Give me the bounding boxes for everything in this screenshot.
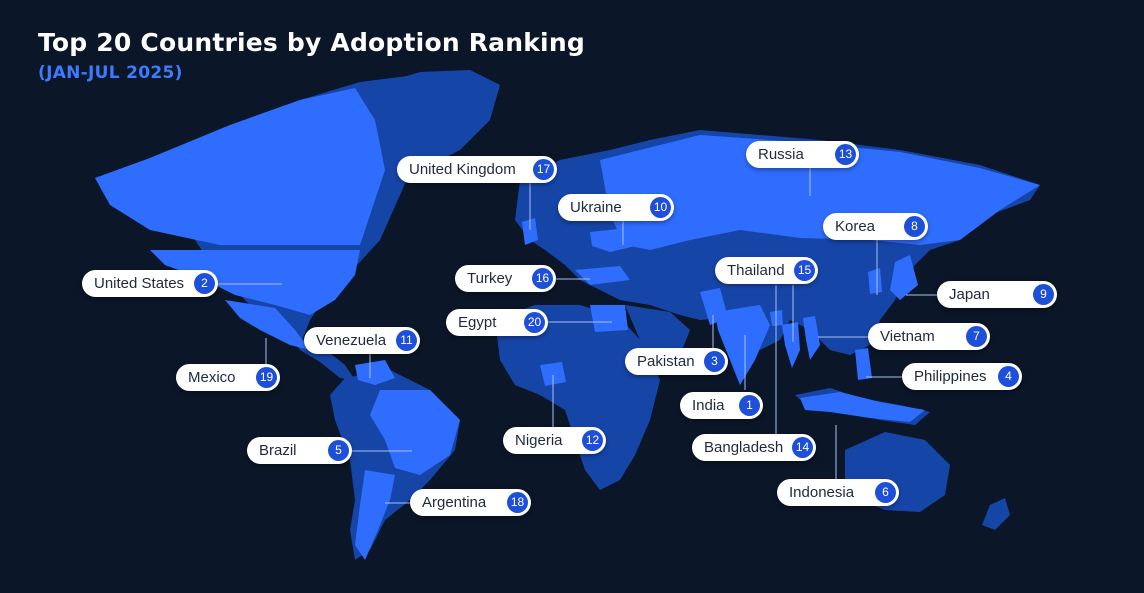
country-name: Ukraine	[570, 199, 622, 216]
canada-shape	[95, 88, 385, 245]
country-name: Mexico	[188, 369, 236, 386]
country-name: Vietnam	[880, 328, 935, 345]
rank-badge: 15	[794, 260, 815, 281]
india-shape	[715, 305, 770, 385]
map-subtitle: (JAN-JUL 2025)	[38, 63, 183, 83]
country-label-indonesia: Indonesia 6	[777, 479, 899, 506]
nigeria-shape	[540, 362, 566, 386]
country-name: Nigeria	[515, 432, 563, 449]
country-name: Philippines	[914, 368, 987, 385]
brazil-shape	[370, 390, 460, 475]
japan-shape	[890, 255, 918, 300]
rank-badge: 6	[875, 482, 896, 503]
rank-badge: 16	[532, 268, 553, 289]
country-label-venezuela: Venezuela 11	[304, 327, 420, 354]
korea-shape	[868, 268, 882, 294]
rank-badge: 2	[194, 273, 215, 294]
country-label-thailand: Thailand 15	[715, 257, 818, 284]
rank-badge: 20	[524, 312, 545, 333]
rank-badge: 11	[396, 330, 417, 351]
highlighted-countries	[95, 88, 1040, 560]
country-name: Venezuela	[316, 332, 387, 349]
rank-badge: 7	[966, 326, 987, 347]
turkey-shape	[575, 266, 630, 285]
arabia-shape	[625, 305, 690, 362]
rank-badge: 18	[507, 492, 528, 513]
rank-badge: 19	[256, 367, 277, 388]
country-label-mexico: Mexico 19	[176, 364, 280, 391]
thailand-shape	[782, 322, 800, 368]
country-label-brazil: Brazil 5	[247, 437, 352, 464]
rank-badge: 14	[792, 437, 813, 458]
country-label-vietnam: Vietnam 7	[868, 323, 990, 350]
new-zealand-shape	[982, 498, 1010, 530]
argentina-shape	[355, 470, 395, 560]
country-name: Indonesia	[789, 484, 855, 501]
greenland-shape	[360, 70, 500, 165]
russia-shape	[600, 135, 1040, 250]
rank-badge: 13	[835, 144, 856, 165]
mexico-shape	[225, 300, 310, 350]
philippines-shape	[855, 348, 872, 380]
country-name: Brazil	[259, 442, 297, 459]
rank-badge: 10	[650, 197, 671, 218]
country-name: United Kingdom	[409, 161, 516, 178]
country-label-nigeria: Nigeria 12	[503, 427, 606, 454]
rank-badge: 12	[582, 430, 603, 451]
map-title: Top 20 Countries by Adoption Ranking	[38, 28, 585, 57]
country-label-argentina: Argentina 18	[410, 489, 531, 516]
country-name: India	[692, 397, 725, 414]
country-name: Egypt	[458, 314, 497, 331]
rank-badge: 3	[704, 351, 725, 372]
country-name: Japan	[949, 286, 990, 303]
leader-lines	[218, 168, 937, 504]
country-name: Pakistan	[637, 353, 695, 370]
country-label-philippines: Philippines 4	[902, 363, 1022, 390]
rank-badge: 5	[328, 440, 349, 461]
vietnam-shape	[803, 316, 820, 360]
uk-shape	[522, 218, 538, 245]
rank-badge: 4	[998, 366, 1019, 387]
country-label-bangladesh: Bangladesh 14	[692, 434, 816, 461]
country-label-ukraine: Ukraine 10	[558, 194, 674, 221]
rank-badge: 17	[533, 159, 554, 180]
ukraine-shape	[590, 228, 640, 252]
country-name: Thailand	[727, 262, 785, 279]
usa-shape	[150, 250, 360, 315]
country-label-united-states: United States 2	[82, 270, 218, 297]
country-name: Bangladesh	[704, 439, 784, 456]
country-label-india: India 1	[680, 392, 763, 419]
country-name: Turkey	[467, 270, 513, 287]
country-name: United States	[94, 275, 185, 292]
country-label-turkey: Turkey 16	[455, 265, 556, 292]
country-label-japan: Japan 9	[937, 281, 1057, 308]
country-name: Russia	[758, 146, 804, 163]
country-label-pakistan: Pakistan 3	[625, 348, 728, 375]
africa-shape	[495, 305, 660, 490]
country-name: Argentina	[422, 494, 487, 511]
country-label-egypt: Egypt 20	[446, 309, 548, 336]
egypt-shape	[590, 305, 628, 332]
venezuela-shape	[355, 360, 395, 385]
country-label-united-kingdom: United Kingdom 17	[397, 156, 557, 183]
indonesia-shape	[800, 392, 925, 422]
rank-badge: 9	[1033, 284, 1054, 305]
rank-badge: 8	[904, 216, 925, 237]
country-name: Korea	[835, 218, 876, 235]
country-label-russia: Russia 13	[746, 141, 859, 168]
rank-badge: 1	[739, 395, 760, 416]
country-label-korea: Korea 8	[823, 213, 928, 240]
